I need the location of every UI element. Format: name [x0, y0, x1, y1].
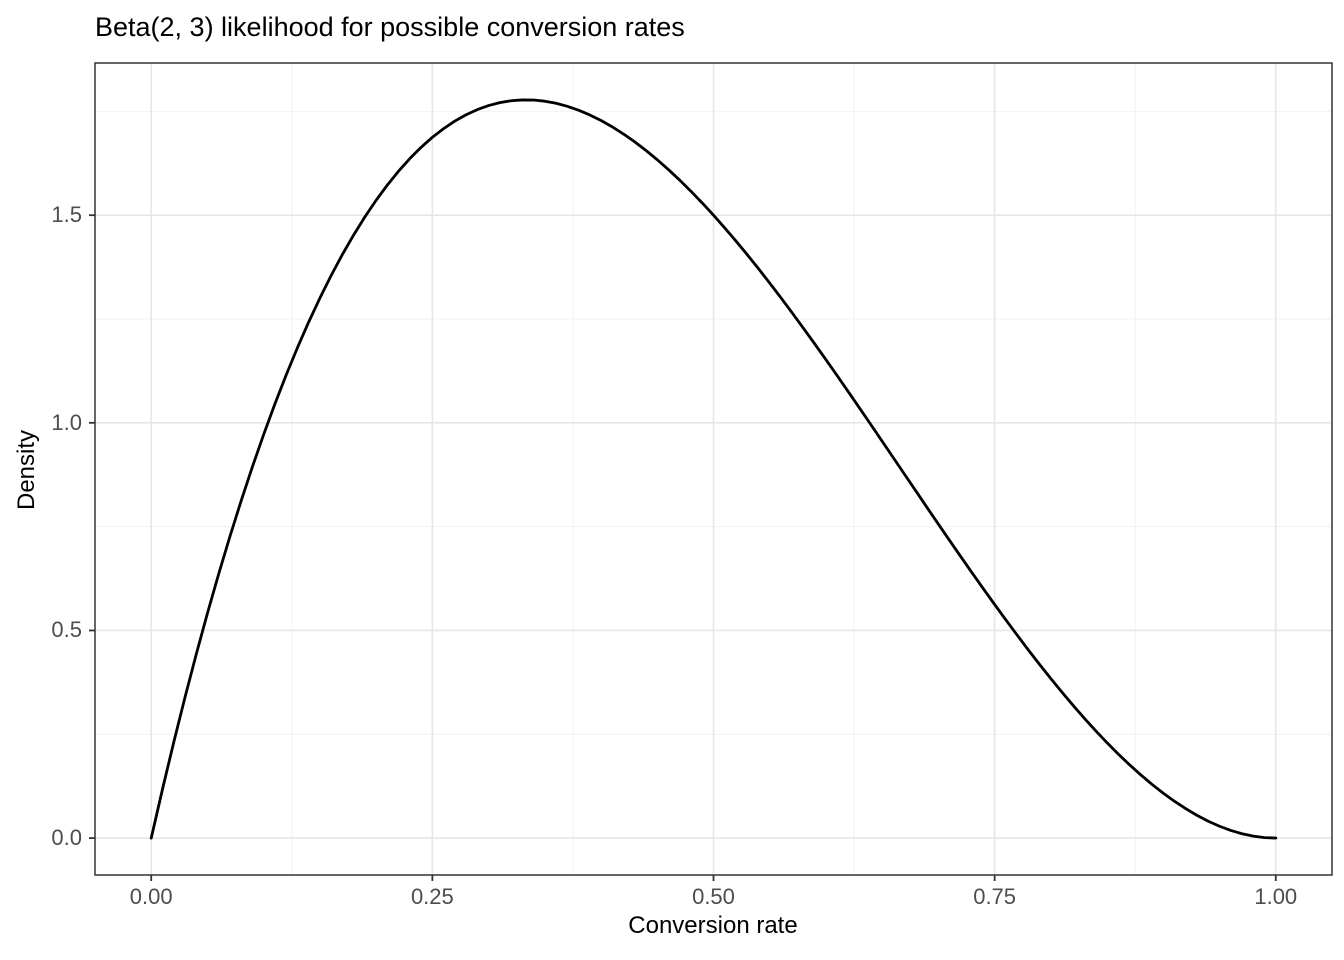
x-axis-tick-label-4: 1.00: [1254, 884, 1298, 909]
y-axis-tick-label-0: 0.0: [51, 825, 82, 851]
x-axis-tick-label-3: 0.75: [973, 884, 1017, 909]
y-axis-tick-label-1: 0.5: [51, 617, 82, 643]
x-axis-tick-label-2: 0.50: [692, 884, 735, 909]
density-curve: [149, 98, 1278, 840]
x-axis-tick-label-0: 0.00: [129, 884, 173, 909]
y-axis-tick-label-3: 1.5: [51, 202, 82, 228]
y-axis-title: Density: [13, 429, 40, 511]
x-axis-title: Conversion rate: [628, 912, 798, 939]
chart-title: Beta(2, 3) likelihood for possible conve…: [95, 12, 685, 42]
y-axis-tick-label-2: 1.0: [51, 409, 82, 435]
x-axis-tick-label-1: 0.25: [410, 884, 454, 909]
